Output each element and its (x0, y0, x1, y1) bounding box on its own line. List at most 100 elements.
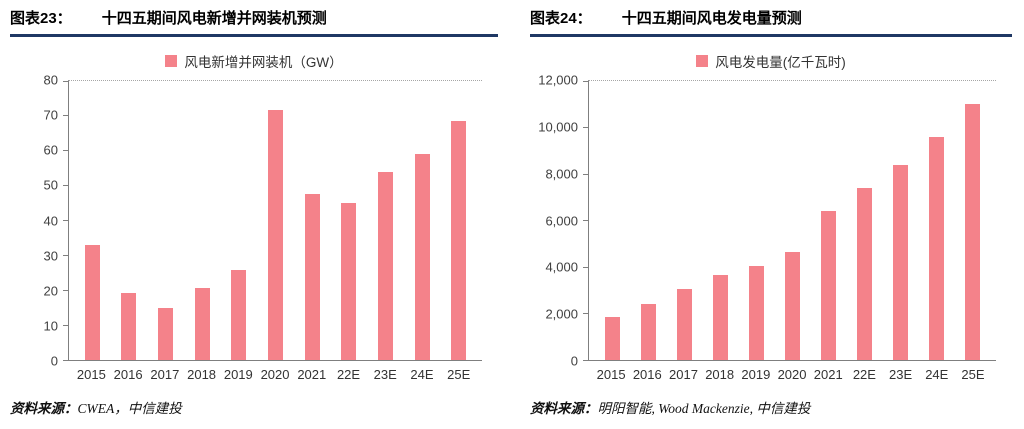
bar (377, 171, 393, 360)
legend-label: 风电发电量(亿千瓦时) (715, 55, 846, 70)
y-tick-label: 40 (43, 213, 58, 228)
y-tick-label: 30 (43, 248, 58, 264)
y-tick-label: 50 (43, 177, 58, 193)
figure-24-header: 图表24： 十四五期间风电发电量预测 (530, 3, 1012, 37)
bar-slot (594, 81, 630, 360)
y-tick-label: 60 (43, 142, 58, 158)
x-tick-label: 2018 (187, 366, 217, 382)
bar-slot (147, 81, 184, 360)
x-tick-label: 25E (447, 366, 471, 382)
legend-label: 风电新增并网装机（GW） (184, 55, 343, 70)
y-tick-label: 12,000 (538, 72, 578, 88)
y-tick-label: 6,000 (545, 213, 578, 228)
bar (158, 307, 174, 360)
x-tick-label: 2016 (113, 366, 143, 382)
bar-slot (74, 81, 111, 360)
x-tick-label: 2019 (741, 366, 771, 382)
bar-chart-power-generation: 0 2,000 4,000 6,000 8,000 10,000 12,000 2015 20… (530, 73, 996, 387)
y-tick-mark (63, 115, 69, 117)
legend-swatch-icon (165, 55, 178, 67)
figure-tag: 图表24： (530, 10, 592, 27)
bar (712, 275, 728, 360)
y-tick-label: 10,000 (538, 119, 578, 135)
bar-slot (184, 81, 221, 360)
bar (929, 136, 945, 360)
bar (451, 121, 467, 360)
source-text: CWEA，中信建投 (77, 401, 182, 416)
x-tick-label: 2016 (632, 366, 662, 382)
y-tick-mark (63, 80, 69, 82)
x-tick-label: 2020 (777, 366, 807, 382)
x-tick-label: 2021 (297, 366, 327, 382)
y-tick-label: 10 (43, 318, 58, 334)
y-tick-label: 8,000 (545, 166, 578, 182)
bar-slot (738, 81, 774, 360)
bar (604, 317, 620, 360)
bar (965, 104, 981, 360)
bar-slot (294, 81, 331, 360)
y-tick-mark (583, 313, 589, 315)
y-tick-label: 2,000 (545, 306, 578, 322)
x-tick-label: 2017 (150, 366, 180, 382)
plot-area (63, 80, 482, 361)
bar (341, 203, 357, 360)
bar-slot (666, 81, 702, 360)
bar (821, 211, 837, 360)
bar-slot (221, 81, 258, 360)
y-tick-mark (583, 173, 589, 175)
bar-slot (883, 81, 919, 360)
bar (414, 154, 430, 360)
y-tick-mark (583, 266, 589, 268)
plot-area (583, 80, 996, 361)
bar-slot (847, 81, 883, 360)
x-tick-label: 2018 (705, 366, 735, 382)
bar (304, 194, 320, 360)
bar (857, 187, 873, 360)
x-tick-label: 2019 (223, 366, 253, 382)
bar-slot (919, 81, 955, 360)
source-label: 资料来源： (530, 401, 598, 416)
y-tick-mark (63, 359, 69, 361)
x-tick-label: 24E (410, 366, 434, 382)
bar (121, 292, 137, 360)
y-tick-mark (583, 220, 589, 221)
figure-tag: 图表23： (10, 10, 72, 27)
legend-swatch-icon (696, 55, 709, 67)
bar (676, 289, 692, 360)
bar-slot (257, 81, 294, 360)
bar (84, 244, 100, 360)
chart-legend: 风电新增并网装机（GW） (10, 50, 498, 72)
x-tick-label: 23E (889, 366, 913, 382)
y-tick-mark (63, 254, 69, 256)
y-axis: 0 2,000 4,000 6,000 8,000 10,000 12,000 (530, 73, 588, 369)
bar-slot (440, 81, 477, 360)
bar-slot (774, 81, 810, 360)
bar (785, 251, 801, 360)
figure-source: 资料来源：明阳智能, Wood Mackenzie, 中信建投 (530, 389, 1012, 429)
y-tick-label: 0 (570, 353, 578, 369)
figure-title: 十四五期间风电新增并网装机预测 (101, 10, 327, 27)
bar (748, 265, 764, 360)
bar (893, 164, 909, 360)
figure-23-header: 图表23： 十四五期间风电新增并网装机预测 (10, 3, 498, 37)
source-text: 明阳智能, Wood Mackenzie, 中信建投 (597, 401, 811, 416)
y-axis: 0 10 20 30 40 50 60 70 80 (10, 73, 68, 369)
y-tick-label: 70 (43, 107, 58, 123)
bar-slot (367, 81, 404, 360)
source-label: 资料来源： (10, 401, 78, 416)
x-tick-label: 24E (925, 366, 949, 382)
figure-source: 资料来源：CWEA，中信建投 (10, 389, 498, 429)
bar-slot (955, 81, 991, 360)
figure-title: 十四五期间风电发电量预测 (621, 10, 802, 27)
figure-24: 图表24： 十四五期间风电发电量预测 风电发电量(亿千瓦时) 0 2,000 4,00… (512, 0, 1024, 429)
y-tick-mark (63, 220, 69, 221)
y-tick-mark (63, 289, 69, 291)
x-tick-label: 22E (336, 366, 361, 382)
x-tick-label: 2020 (260, 366, 290, 382)
bar-slot (811, 81, 847, 360)
y-tick-label: 4,000 (545, 259, 578, 275)
bar (640, 304, 656, 360)
y-tick-mark (583, 359, 589, 361)
y-tick-mark (63, 150, 69, 152)
